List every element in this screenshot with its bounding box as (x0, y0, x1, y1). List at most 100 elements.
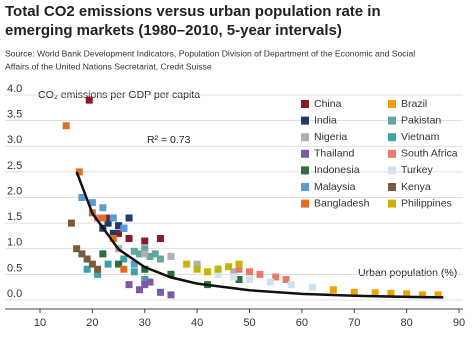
point (125, 235, 133, 242)
legend-swatch (301, 133, 309, 142)
point (183, 260, 191, 268)
point (287, 281, 295, 289)
chart-title: emerging markets (1980–2010, 5-year inte… (5, 22, 342, 39)
point (434, 291, 442, 299)
legend-swatch (388, 133, 396, 142)
point (141, 245, 149, 253)
point (266, 278, 274, 286)
point (94, 265, 102, 273)
point (230, 273, 238, 281)
point (141, 237, 149, 245)
point (78, 194, 86, 201)
point (235, 265, 243, 273)
point (167, 252, 175, 260)
legend-label: Vietnam (401, 131, 440, 143)
point (214, 265, 222, 273)
legend-label: Brazil (401, 98, 427, 110)
x-tick-label: 20 (86, 317, 98, 329)
y-tick-label: 0.5 (7, 262, 22, 274)
legend-label: Philippines (401, 197, 452, 209)
point (272, 273, 280, 281)
point (167, 291, 175, 299)
point (204, 268, 212, 276)
x-tick-label: 40 (191, 317, 203, 329)
legend-swatch (301, 166, 309, 175)
point (67, 219, 75, 227)
point (104, 219, 112, 227)
point (104, 260, 112, 268)
point (109, 214, 117, 222)
y-tick-label: 1.5 (7, 211, 22, 223)
legend-label: India (314, 114, 337, 126)
point (115, 260, 123, 268)
point (141, 250, 149, 258)
y-tick-label: 1.0 (7, 237, 22, 249)
y-tick-label: 0.0 (7, 288, 22, 300)
source: Source: World Bank Development Indicator… (5, 48, 415, 58)
x-axis-label: Urban population (%) (358, 267, 457, 279)
point (151, 250, 159, 258)
y-tick-label: 4.0 (7, 83, 22, 95)
legend-swatch (301, 116, 309, 125)
point (308, 283, 316, 291)
legend-swatch (301, 199, 309, 208)
point (115, 222, 123, 230)
point (403, 290, 411, 298)
legend-swatch (388, 166, 396, 175)
point (329, 286, 337, 294)
point (256, 270, 264, 278)
x-tick-label: 50 (243, 317, 255, 329)
point (167, 270, 175, 278)
x-tick-label: 80 (401, 317, 413, 329)
point (88, 199, 96, 207)
source: Affairs of the United Nations Secretaria… (5, 61, 212, 71)
legend-swatch (301, 183, 309, 191)
point (246, 268, 253, 276)
point (120, 265, 128, 273)
legend-label: Pakistan (401, 114, 441, 126)
x-tick-label: 90 (453, 317, 465, 329)
y-tick-label: 2.0 (7, 185, 22, 197)
point (109, 235, 117, 242)
legend-swatch (388, 183, 396, 191)
point (193, 265, 201, 273)
point (130, 260, 138, 268)
point (83, 255, 91, 263)
point (418, 291, 426, 299)
point (125, 281, 133, 289)
point (225, 263, 233, 271)
point (75, 168, 83, 176)
point (230, 268, 238, 276)
y-tick-label: 3.5 (7, 109, 22, 121)
x-tick-label: 70 (348, 317, 360, 329)
point (141, 265, 149, 273)
point (83, 265, 91, 273)
point (235, 260, 243, 268)
legend-label: South Africa (401, 148, 458, 160)
point (246, 276, 253, 283)
point (125, 214, 133, 222)
legend-swatch (388, 199, 396, 208)
point (78, 250, 86, 258)
legend-label: Bangladesh (314, 197, 370, 209)
point (115, 229, 123, 237)
y-tick-label: 3.0 (7, 134, 22, 146)
point (156, 288, 164, 296)
point (146, 252, 154, 260)
legend-label: Malaysia (314, 181, 356, 193)
point (120, 224, 128, 232)
point (109, 229, 117, 237)
point (371, 289, 379, 297)
point (193, 260, 201, 268)
point (141, 276, 149, 283)
point (99, 250, 107, 258)
point (350, 288, 358, 296)
point (73, 245, 81, 253)
point (94, 214, 102, 222)
point (156, 235, 164, 242)
trend-line (75, 171, 444, 299)
point (214, 270, 222, 278)
point (88, 260, 96, 268)
point (120, 255, 128, 263)
